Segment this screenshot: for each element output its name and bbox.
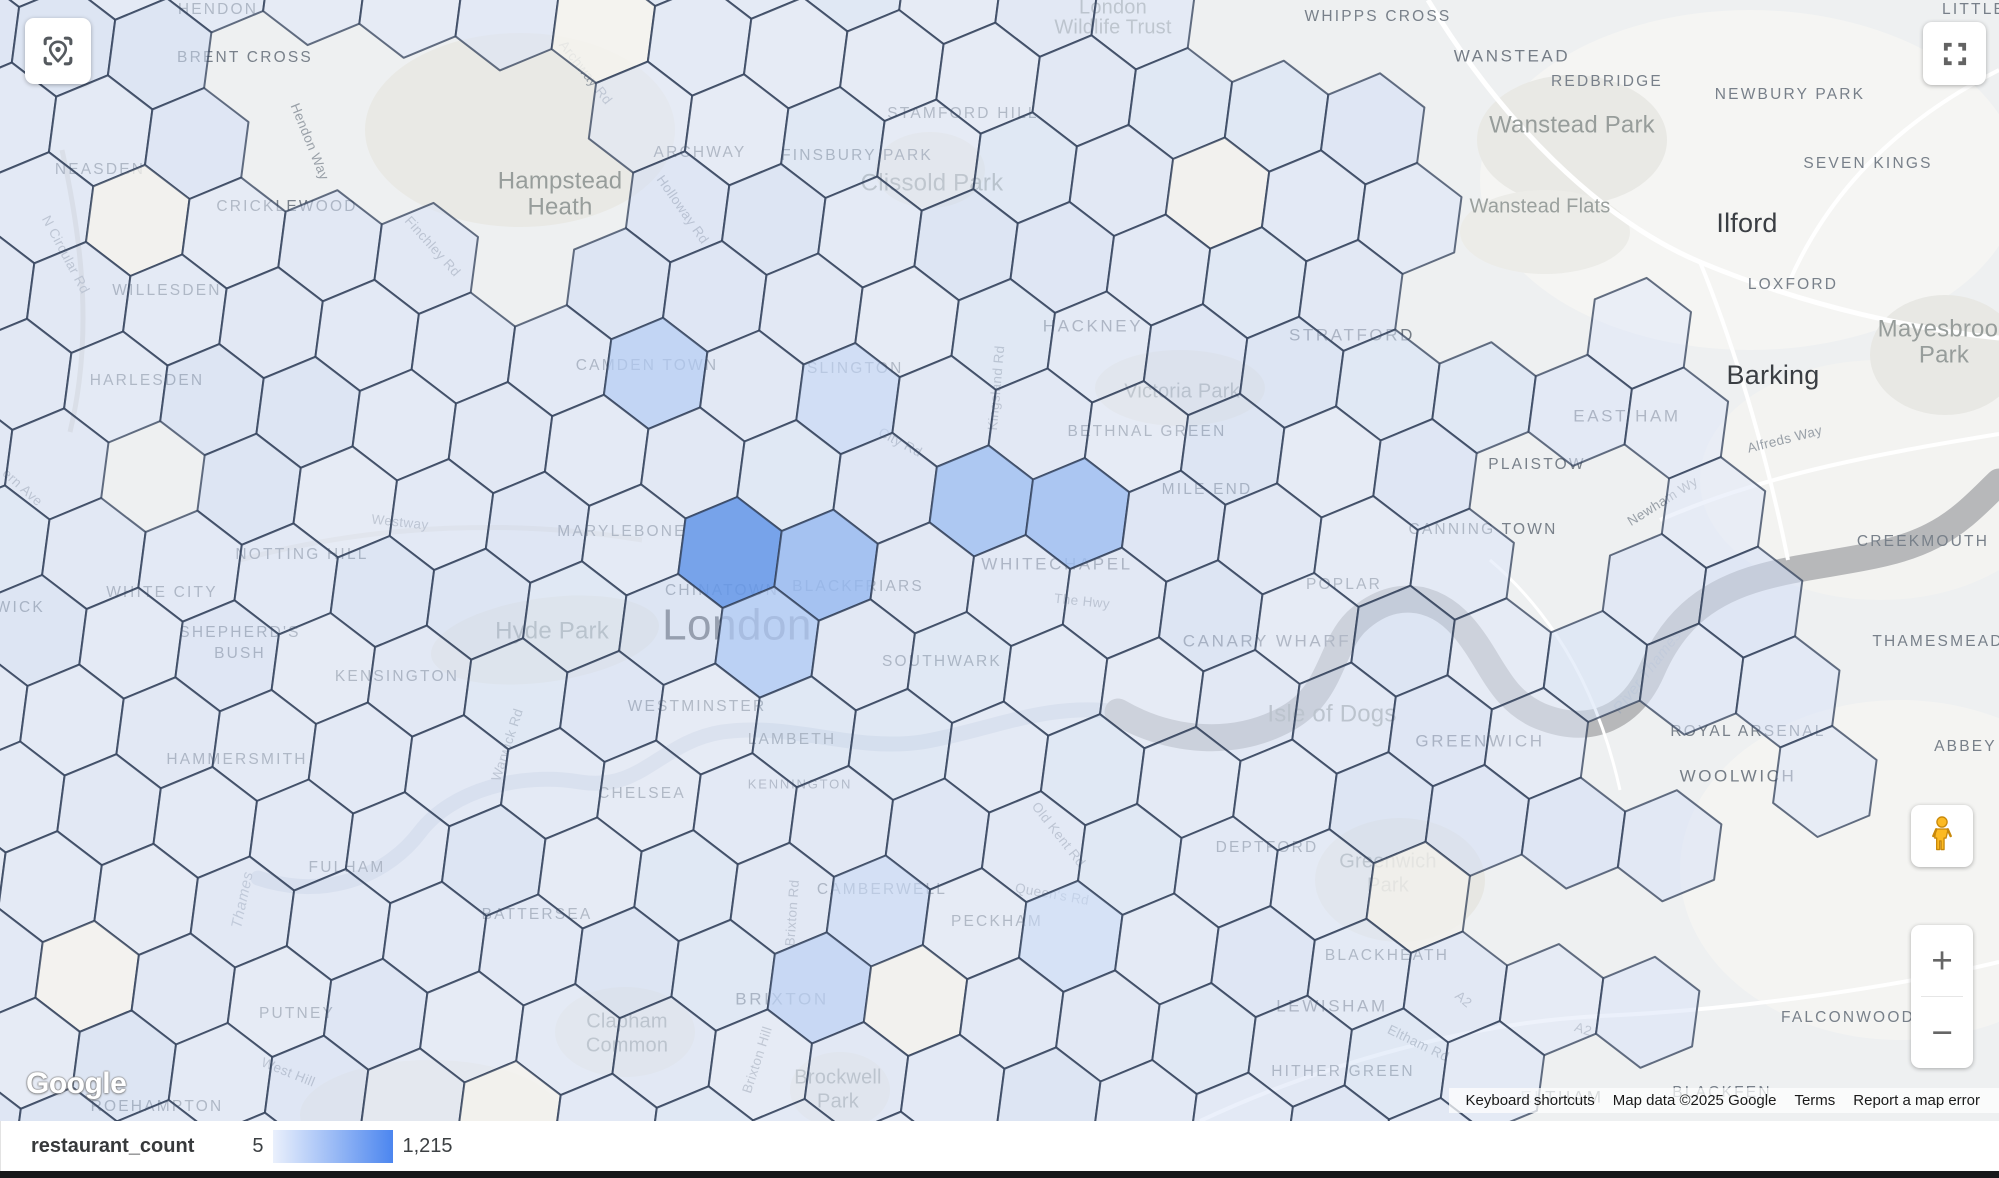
zoom-in-button[interactable]: + bbox=[1931, 939, 1953, 981]
map-label: CREEKMOUTH bbox=[1857, 533, 1989, 550]
map-svg: HENDONBRENT CROSSNEASDENCRICKLEWOODWILLE… bbox=[0, 0, 1999, 1121]
legend-bar: restaurant_count 5 1,215 bbox=[0, 1121, 1999, 1171]
legend-min-value: 5 bbox=[252, 1134, 264, 1157]
hex-cell bbox=[242, 1111, 278, 1121]
map-label: LITTLE H bbox=[1942, 1, 1999, 18]
map-attribution: Keyboard shortcuts Map data ©2025 Google… bbox=[1448, 1088, 1999, 1113]
map-canvas[interactable]: HENDONBRENT CROSSNEASDENCRICKLEWOODWILLE… bbox=[0, 0, 1999, 1121]
hex-cell bbox=[751, 1098, 836, 1121]
map-label: Barking bbox=[1727, 360, 1820, 390]
keyboard-shortcuts-button[interactable]: Keyboard shortcuts bbox=[1465, 1092, 1595, 1109]
google-logo[interactable]: Google bbox=[26, 1067, 127, 1100]
map-label: SEVEN KINGS bbox=[1803, 155, 1932, 172]
map-label: Wanstead Flats bbox=[1469, 195, 1610, 217]
hex-cell bbox=[875, 1110, 915, 1121]
hexbin-layer bbox=[0, 0, 1878, 1121]
hex-cell bbox=[1387, 1097, 1473, 1121]
map-label: Hampstead bbox=[498, 167, 623, 194]
hex-cell bbox=[1595, 955, 1701, 1069]
legend-gradient bbox=[272, 1129, 393, 1163]
hex-cell bbox=[18, 1086, 118, 1121]
hex-cell bbox=[1772, 724, 1878, 838]
report-map-error-link[interactable]: Report a map error bbox=[1853, 1092, 1980, 1109]
map-label: WANSTEAD bbox=[1454, 46, 1571, 65]
map-label: LOXFORD bbox=[1748, 276, 1838, 293]
fullscreen-icon bbox=[1935, 34, 1975, 74]
my-location-icon bbox=[36, 29, 80, 73]
legend-max-value: 1,215 bbox=[402, 1134, 453, 1157]
hex-cell bbox=[115, 1099, 198, 1121]
map-label: Ilford bbox=[1716, 208, 1777, 238]
map-label: REDBRIDGE bbox=[1551, 73, 1663, 90]
window-bottom-edge bbox=[0, 1171, 1999, 1178]
map-data-text: Map data ©2025 Google bbox=[1612, 1092, 1777, 1109]
hex-cell bbox=[1616, 789, 1723, 903]
zoom-control: + − bbox=[1911, 925, 1973, 1068]
map-label: THAMESMEAD bbox=[1872, 633, 1999, 650]
hex-cell bbox=[358, 0, 462, 59]
map-label: Wanstead Park bbox=[1489, 111, 1656, 138]
my-location-button[interactable] bbox=[25, 18, 91, 84]
hex-cell bbox=[262, 0, 364, 47]
map-label: Hendon Way bbox=[288, 101, 332, 182]
map-label: Park bbox=[1919, 341, 1970, 368]
map-label: NEWBURY PARK bbox=[1715, 86, 1865, 103]
hex-cell bbox=[454, 0, 560, 72]
map-label: FALCONWOOD bbox=[1781, 1009, 1915, 1026]
pegman-button[interactable] bbox=[1911, 805, 1973, 867]
map-label: BRENT CROSS bbox=[177, 49, 313, 66]
map-label: Mayesbrook bbox=[1878, 315, 1999, 342]
map-label: ABBEY W bbox=[1934, 738, 1999, 755]
map-label: WHIPPS CROSS bbox=[1305, 8, 1452, 25]
fullscreen-button[interactable] bbox=[1923, 22, 1986, 85]
map-label: Heath bbox=[527, 193, 592, 220]
map-label: PLAISTOW bbox=[1488, 456, 1585, 473]
street-view-pegman-icon bbox=[1922, 813, 1962, 859]
map-label: WOOLWICH bbox=[1680, 766, 1797, 785]
legend-field-name: restaurant_count bbox=[31, 1134, 195, 1157]
zoom-divider bbox=[1921, 996, 1963, 997]
terms-link[interactable]: Terms bbox=[1794, 1092, 1836, 1109]
zoom-out-button[interactable]: − bbox=[1931, 1011, 1953, 1053]
